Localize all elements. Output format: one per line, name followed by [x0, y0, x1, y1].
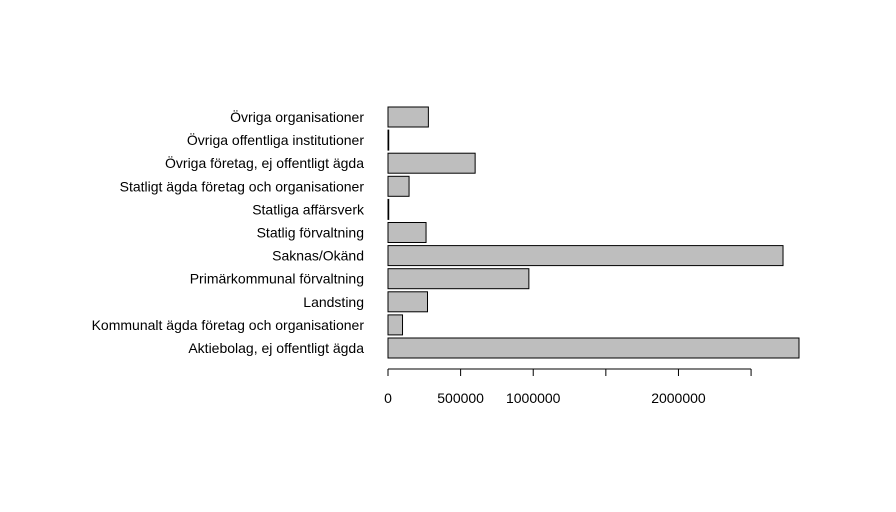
- category-label-1: Kommunalt ägda företag och organisatione…: [92, 317, 365, 333]
- category-label-9: Övriga offentliga institutioner: [187, 131, 365, 148]
- category-label-5: Statlig förvaltning: [257, 225, 364, 241]
- bar-1: [387, 314, 404, 336]
- x-tick-label-4: 2000000: [651, 390, 706, 406]
- x-tick-label-1: 500000: [437, 390, 484, 406]
- bar-0: [387, 337, 800, 359]
- bar-4: [387, 245, 784, 267]
- bar-10: [387, 106, 429, 128]
- category-label-2: Landsting: [303, 294, 364, 310]
- category-label-0: Aktiebolag, ej offentligt ägda: [188, 340, 364, 356]
- category-label-10: Övriga organisationer: [230, 108, 364, 125]
- bar-8: [387, 152, 476, 174]
- category-labels: Aktiebolag, ej offentligt ägda Kommunalt …: [92, 108, 365, 356]
- category-label-7: Statligt ägda företag och organisationer: [120, 178, 365, 194]
- bar-6: [387, 198, 390, 220]
- category-label-4: Saknas/Okänd: [272, 248, 364, 264]
- category-label-8: Övriga företag, ej offentligt ägda: [165, 154, 364, 171]
- bar-9: [387, 129, 390, 151]
- x-axis: 0 500000 1000000 2000000: [384, 368, 752, 406]
- x-tick-label-0: 0: [384, 390, 392, 406]
- bar-5: [387, 222, 427, 243]
- bar-3: [387, 268, 530, 290]
- bar-2: [387, 291, 429, 313]
- x-tick-label-2: 1000000: [506, 390, 561, 406]
- category-label-3: Primärkommunal förvaltning: [190, 271, 364, 287]
- bars-group: [387, 106, 800, 359]
- bar-7: [387, 175, 410, 197]
- category-label-6: Statliga affärsverk: [252, 201, 365, 217]
